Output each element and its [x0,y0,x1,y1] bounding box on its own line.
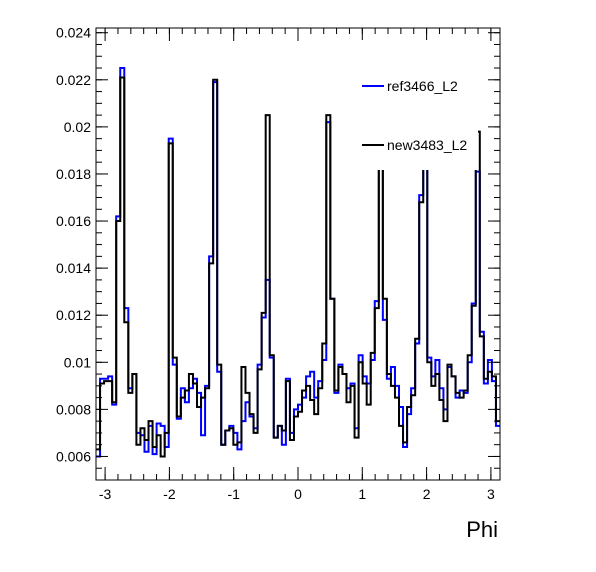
series-layer [96,43,500,458]
y-tick-label: 0.012 [56,307,91,323]
y-tick-label: 0.022 [56,72,91,88]
legend: ref3466_L2 new3483_L2 [358,40,478,170]
x-tick-label: 0 [294,486,302,502]
x-tick-label: -2 [163,486,176,502]
series-line-new3483_L2 [96,76,500,458]
x-axis: -3 -2 -1 0 1 2 3 [99,28,495,502]
x-axis-title: Phi [466,517,498,542]
x-tick-label: 3 [487,486,495,502]
y-tick-label: 0.008 [56,401,91,417]
x-tick-label: -1 [227,486,240,502]
legend-box [358,40,478,170]
x-tick-label: 1 [358,486,366,502]
x-tick-label: -3 [99,486,112,502]
y-axis: 0.006 0.008 0.01 0.012 0.014 0.016 0.018 0.02 0.… [56,25,500,469]
y-tick-label: 0.024 [56,25,91,41]
x-tick-label: 2 [423,486,431,502]
y-tick-label: 0.02 [64,119,91,135]
y-tick-label: 0.016 [56,213,91,229]
legend-label: ref3466_L2 [387,78,458,94]
y-tick-label: 0.006 [56,448,91,464]
y-tick-label: 0.014 [56,260,91,276]
y-tick-label: 0.018 [56,166,91,182]
legend-label: new3483_L2 [387,137,467,153]
y-tick-label: 0.01 [64,354,91,370]
